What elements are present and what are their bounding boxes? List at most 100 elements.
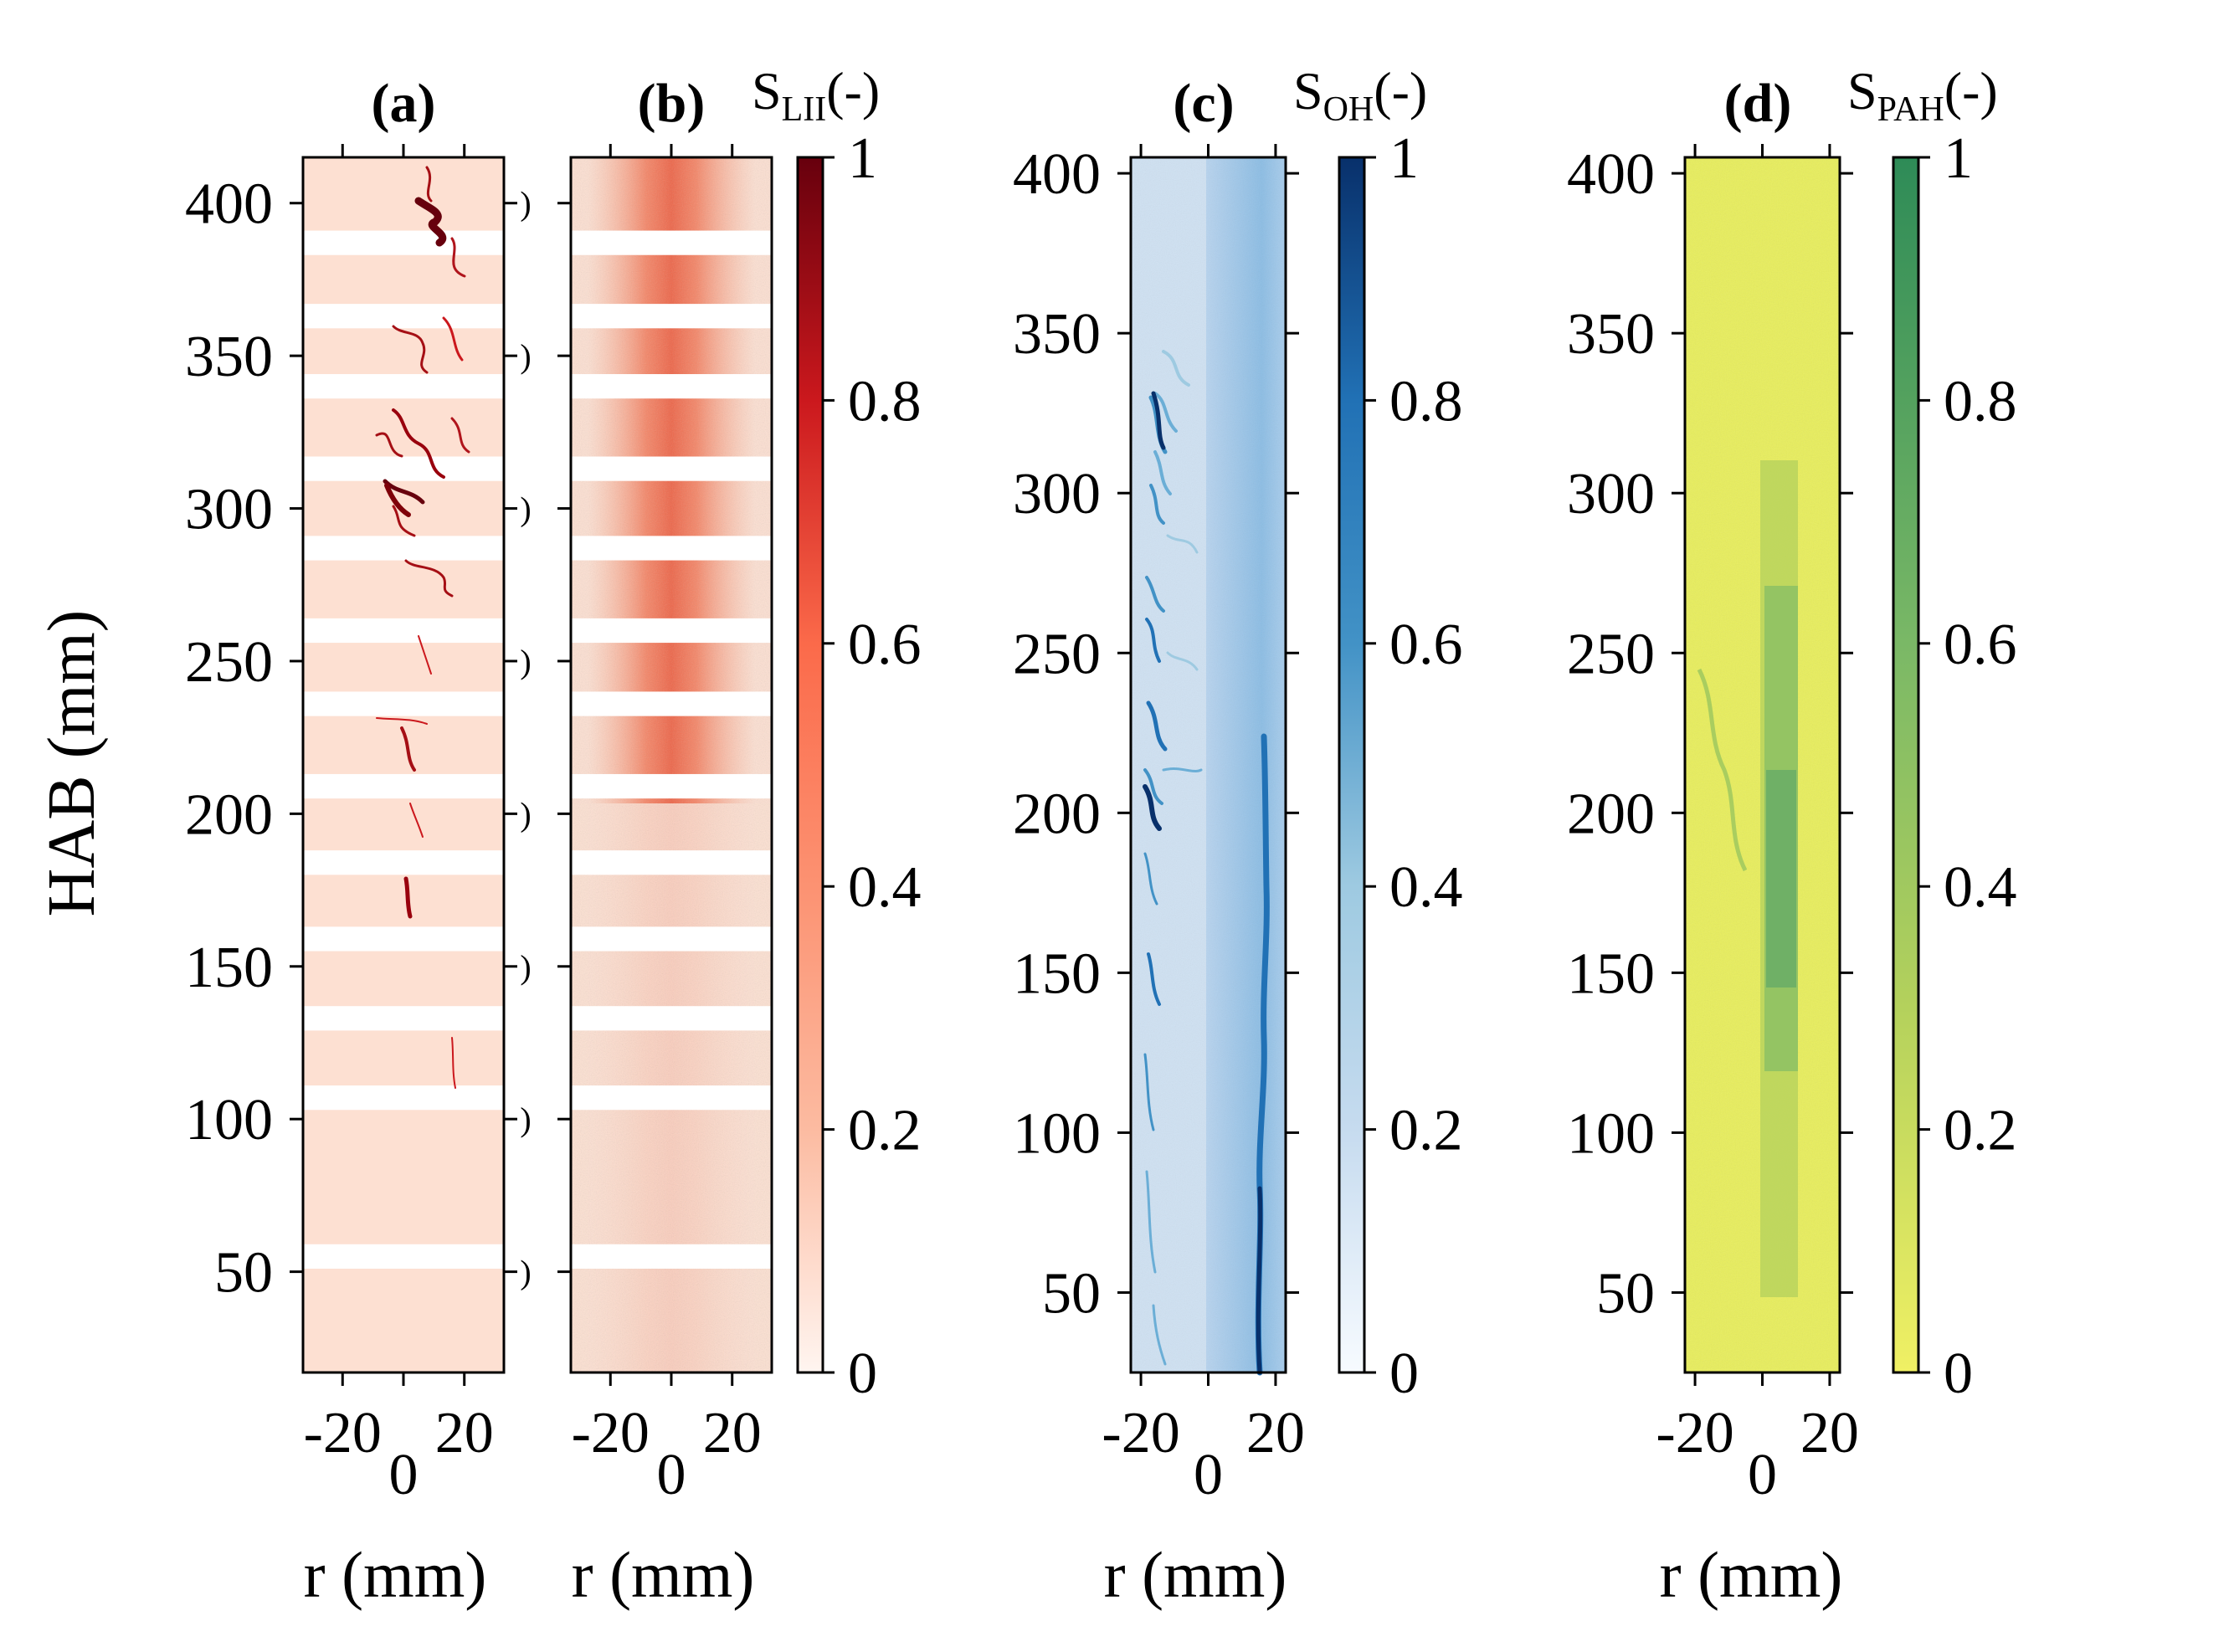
colorbar-tick-label: 0.6: [1944, 613, 2017, 677]
y-tick-label: 250: [1013, 622, 1101, 686]
gap-band: [571, 618, 772, 644]
gap-band: [303, 850, 504, 875]
gap-band: [303, 1085, 504, 1111]
panel-b-noise: [571, 157, 772, 1372]
gap-band: [571, 926, 772, 952]
y-tick-mark-b: ): [520, 795, 531, 833]
y-tick-mark-b: ): [520, 948, 531, 986]
gap-band: [303, 773, 504, 799]
panel-c: -200 20 50 100 150 200 250 300 350 400 (c) r (mm): [1013, 73, 1305, 1611]
panel-a-xlabel: r (mm): [304, 1538, 487, 1611]
x-tick-label: 0: [1194, 1443, 1223, 1507]
y-tick-mark-b: ): [520, 490, 531, 528]
gap-band: [571, 536, 772, 561]
gap-band: [571, 456, 772, 481]
colorbar-tick-label: 0.8: [1389, 369, 1463, 434]
colorbar-pah: 0 0.2 0.4 0.6 0.8 1 SPAH(-): [1847, 61, 2017, 1406]
x-tick-label: -20: [304, 1401, 382, 1465]
colorbar-pah-bar: [1892, 156, 1920, 1374]
colorbar-pah-ticks: 0 0.2 0.4 0.6 0.8 1: [1918, 126, 2017, 1406]
colorbar-lii: 0 0.2 0.4 0.6 0.8 1 SLII(-): [752, 61, 922, 1406]
x-tick-label: 0: [657, 1443, 686, 1507]
colorbar-tick-label: 0.4: [1389, 855, 1463, 920]
panel-d-pah-filament: [1697, 668, 1748, 872]
y-tick-label: 250: [185, 630, 273, 695]
y-tick-label: 200: [1567, 782, 1655, 846]
gap-band: [571, 850, 772, 875]
panel-d-core-max: [1766, 770, 1796, 988]
y-tick-label: 100: [185, 1088, 273, 1152]
colorbar-tick-label: 1: [1389, 126, 1419, 191]
panel-d-xlabel: r (mm): [1660, 1538, 1843, 1611]
y-tick-label: 400: [1567, 142, 1655, 207]
colorbar-tick-label: 0: [1389, 1342, 1419, 1406]
x-tick-label: -20: [1656, 1401, 1733, 1465]
colorbar-lii-label: SLII(-): [752, 61, 880, 129]
gap-band: [571, 374, 772, 399]
y-tick-label: 150: [1567, 941, 1655, 1006]
gap-band: [303, 536, 504, 561]
y-tick-label: 150: [1013, 941, 1101, 1006]
x-tick-label: 20: [703, 1401, 762, 1465]
gap-band: [571, 1244, 772, 1269]
colorbar-tick-label: 0.2: [1389, 1099, 1463, 1163]
y-tick-mark-b: ): [520, 337, 531, 375]
y-tick-label: 350: [1567, 302, 1655, 367]
y-tick-label: 50: [214, 1241, 273, 1306]
panel-c-oh-structures: [1143, 350, 1270, 1376]
gap-band: [571, 230, 772, 255]
y-tick-label: 300: [1013, 462, 1101, 526]
colorbar-tick-label: 0.4: [1944, 855, 2017, 920]
colorbar-tick-label: 0.2: [848, 1099, 922, 1163]
x-tick-label: 20: [1246, 1401, 1305, 1465]
y-tick-label: 400: [1013, 142, 1101, 207]
gap-band: [303, 456, 504, 481]
colorbar-tick-label: 0.8: [848, 369, 922, 434]
panel-a-soot-structures: [375, 166, 470, 1089]
gap-band: [303, 618, 504, 644]
gap-band: [303, 926, 504, 952]
panel-c-ticks: -200 20 50 100 150 200 250 300 350 400: [1013, 142, 1305, 1507]
panel-b: -200 20)))))))) (b) r (mm): [520, 73, 773, 1611]
colorbar-tick-label: 0.6: [848, 613, 922, 677]
x-tick-label: 0: [389, 1443, 419, 1507]
gap-band: [303, 230, 504, 255]
panel-d-ticks: -200 20 50 100 150 200 250 300 350 400: [1567, 142, 1859, 1507]
y-tick-label: 350: [185, 325, 273, 389]
gap-band: [571, 773, 772, 799]
colorbar-lii-bar: [796, 156, 824, 1374]
panel-b-ticks: -200 20)))))))): [520, 144, 762, 1507]
panel-a-title: (a): [372, 73, 436, 134]
y-tick-mark-b: ): [520, 185, 531, 223]
x-tick-label: 20: [1800, 1401, 1859, 1465]
gap-band: [303, 1244, 504, 1269]
y-tick-label: 300: [185, 478, 273, 542]
colorbar-tick-label: 1: [1944, 126, 1973, 191]
colorbar-oh-ticks: 0 0.2 0.4 0.6 0.8 1: [1364, 126, 1463, 1406]
panel-c-xlabel: r (mm): [1104, 1538, 1287, 1611]
y-tick-label: 150: [185, 936, 273, 1000]
y-tick-mark-b: ): [520, 1254, 531, 1291]
gap-band: [571, 1006, 772, 1031]
y-tick-label: 250: [1567, 622, 1655, 686]
x-tick-label: 20: [435, 1401, 494, 1465]
colorbar-tick-label: 0.6: [1389, 613, 1463, 677]
panel-d: -200 20 50 100 150 200 250 300 350 400 (d) r (mm): [1567, 73, 1859, 1611]
gap-band: [571, 304, 772, 329]
gap-band: [303, 691, 504, 716]
panel-b-title: (b): [638, 73, 706, 134]
colorbar-tick-label: 0: [848, 1342, 877, 1406]
panel-a-image: [303, 157, 504, 1372]
y-tick-mark-b: ): [520, 643, 531, 680]
panel-a-gap-bands: [303, 230, 504, 1269]
colorbar-oh-label: SOH(-): [1293, 61, 1427, 129]
colorbar-tick-label: 0.4: [848, 855, 922, 920]
colorbar-lii-ticks: 0 0.2 0.4 0.6 0.8 1: [823, 126, 922, 1406]
gap-band: [571, 1085, 772, 1111]
panel-c-title: (c): [1173, 73, 1234, 134]
colorbar-oh-bar: [1338, 156, 1366, 1374]
y-tick-label: 100: [1013, 1101, 1101, 1166]
y-axis-label: HAB (mm): [35, 610, 109, 917]
